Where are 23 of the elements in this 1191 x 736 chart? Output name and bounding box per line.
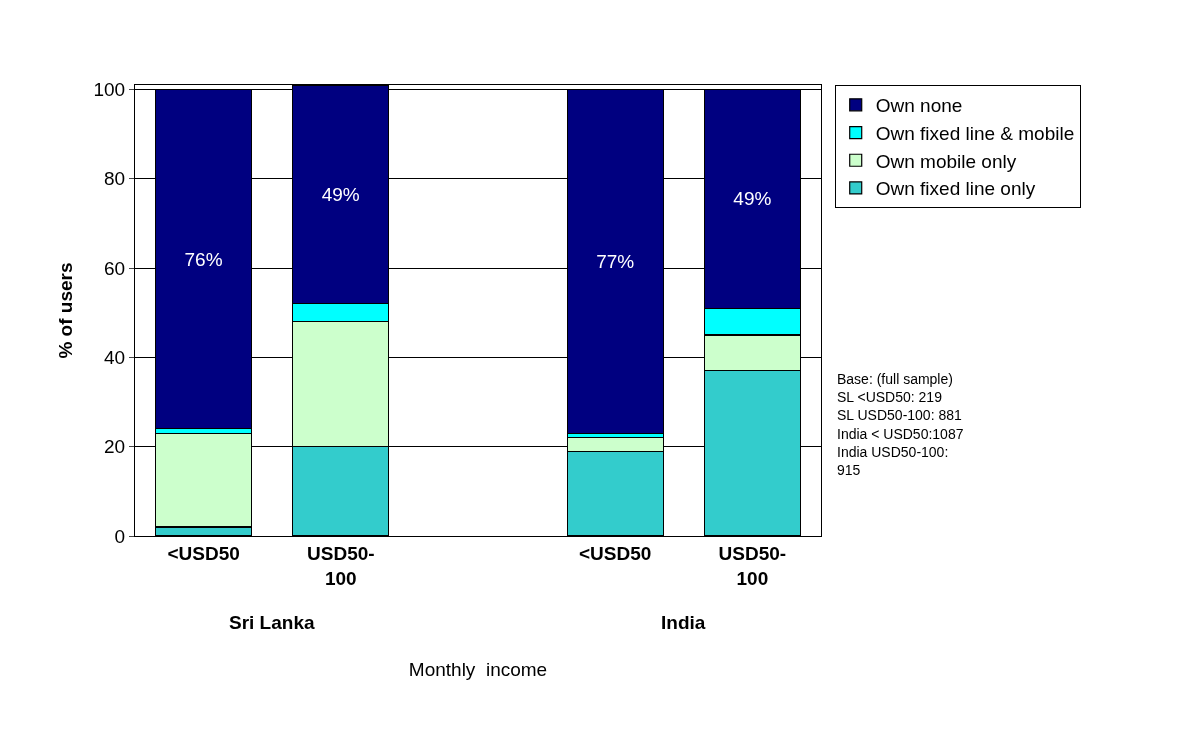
text: Base: (full sample) SL <USD50: 219 SL USD50-100: 881 India < USD50:1087 India USD50-100: 915	[837, 371, 964, 478]
y-tick-label: 40	[104, 347, 126, 369]
y-axis-title: % of users	[55, 262, 77, 359]
data-label: 49%	[733, 188, 772, 210]
legend-label: Own none	[875, 95, 963, 117]
y-tick-label: 80	[104, 168, 126, 190]
data-label: 76%	[184, 248, 223, 270]
legend-label: Own mobile only	[875, 150, 1017, 172]
y-tick-label: 100	[93, 79, 126, 101]
data-label: 77%	[596, 250, 635, 272]
x-tick-label: <USD50	[167, 542, 240, 564]
legend-label: Own fixed line only	[875, 178, 1036, 200]
x-axis-title: Monthly income	[408, 659, 548, 681]
y-tick-label: 0	[114, 525, 126, 547]
x-tick-label: USD50-100	[718, 542, 787, 589]
text: India	[661, 612, 706, 633]
x-tick-label: <USD50	[579, 542, 652, 564]
data-label: 49%	[321, 183, 360, 205]
text: Sri Lanka	[229, 612, 315, 633]
legend-label: Own fixed line & mobile	[875, 122, 1075, 144]
y-tick-label: 20	[104, 436, 126, 458]
y-tick-label: 60	[104, 257, 126, 279]
x-tick-label: USD50-100	[307, 542, 375, 589]
